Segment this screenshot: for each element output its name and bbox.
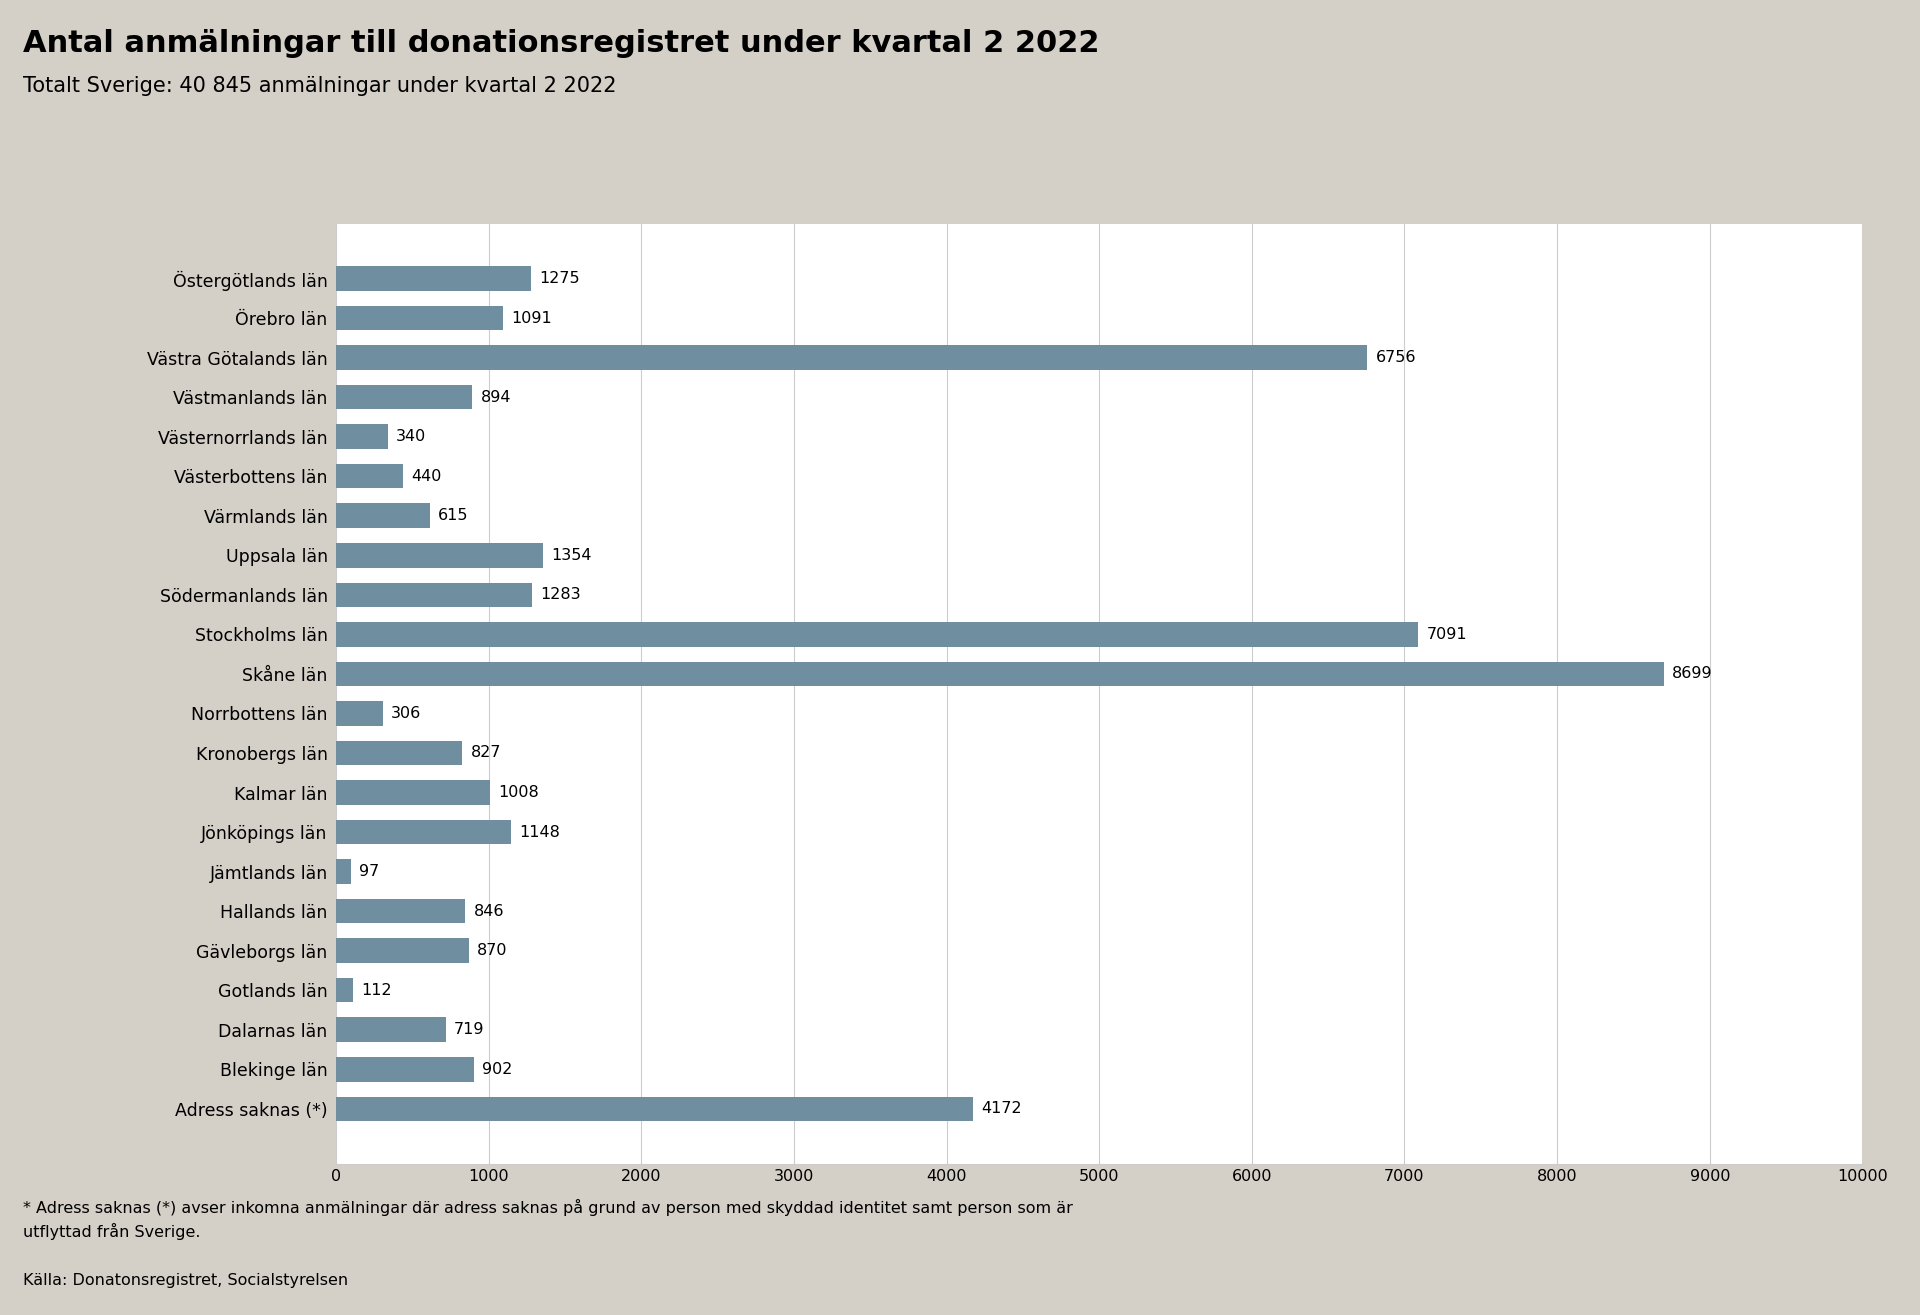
- Bar: [336, 1018, 445, 1041]
- Bar: [336, 346, 1367, 370]
- Text: 97: 97: [359, 864, 380, 878]
- Text: 340: 340: [396, 429, 426, 444]
- Bar: [336, 504, 430, 529]
- Text: 1148: 1148: [520, 825, 561, 839]
- Bar: [336, 306, 503, 330]
- Bar: [336, 543, 543, 568]
- Text: * Adress saknas (*) avser inkomna anmälningar där adress saknas på grund av pers: * Adress saknas (*) avser inkomna anmäln…: [23, 1199, 1073, 1240]
- Text: 719: 719: [455, 1022, 484, 1038]
- Text: Källa: Donatonsregistret, Socialstyrelsen: Källa: Donatonsregistret, Socialstyrelse…: [23, 1273, 348, 1287]
- Bar: [336, 385, 472, 409]
- Bar: [336, 819, 511, 844]
- Text: 440: 440: [411, 468, 442, 484]
- Text: 8699: 8699: [1672, 667, 1713, 681]
- Bar: [336, 701, 382, 726]
- Text: Antal anmälningar till donationsregistret under kvartal 2 2022: Antal anmälningar till donationsregistre…: [23, 29, 1100, 58]
- Bar: [336, 859, 351, 884]
- Text: 1091: 1091: [511, 310, 551, 326]
- Bar: [336, 661, 1665, 686]
- Text: 827: 827: [470, 746, 501, 760]
- Text: 1008: 1008: [499, 785, 540, 800]
- Text: 306: 306: [392, 706, 420, 721]
- Text: 615: 615: [438, 509, 468, 523]
- Bar: [336, 978, 353, 1002]
- Text: 6756: 6756: [1375, 350, 1417, 366]
- Text: 1354: 1354: [551, 548, 591, 563]
- Bar: [336, 425, 388, 448]
- Text: 4172: 4172: [981, 1101, 1021, 1116]
- Bar: [336, 622, 1419, 647]
- Bar: [336, 939, 468, 963]
- Text: Totalt Sverige: 40 845 anmälningar under kvartal 2 2022: Totalt Sverige: 40 845 anmälningar under…: [23, 76, 616, 96]
- Text: 7091: 7091: [1427, 627, 1467, 642]
- Text: 1275: 1275: [540, 271, 580, 287]
- Bar: [336, 266, 530, 291]
- Text: 894: 894: [480, 389, 511, 405]
- Text: 1283: 1283: [540, 588, 582, 602]
- Bar: [336, 1097, 973, 1120]
- Text: 846: 846: [474, 903, 505, 919]
- Bar: [336, 583, 532, 608]
- Bar: [336, 464, 403, 488]
- Text: 870: 870: [478, 943, 507, 959]
- Bar: [336, 780, 490, 805]
- Bar: [336, 899, 465, 923]
- Bar: [336, 740, 463, 765]
- Bar: [336, 1057, 474, 1081]
- Text: 112: 112: [361, 982, 392, 998]
- Text: 902: 902: [482, 1061, 513, 1077]
